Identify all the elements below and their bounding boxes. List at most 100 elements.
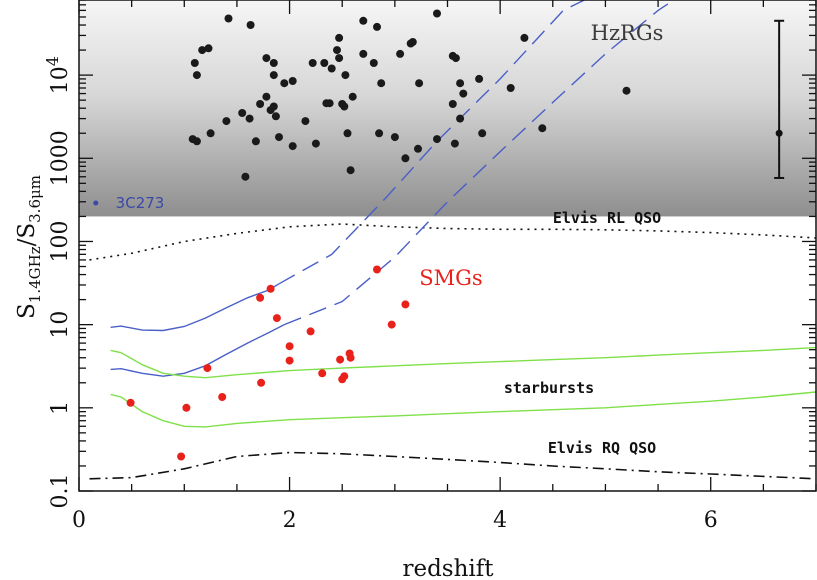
hzrg-point-0 xyxy=(224,14,233,23)
hzrg-point-31 xyxy=(459,89,468,98)
hzrg-point-37 xyxy=(245,114,254,123)
x-tick-label-0: 0 xyxy=(72,508,86,533)
hzrg-point-10 xyxy=(269,71,278,80)
smgs-label: SMGs xyxy=(419,266,482,290)
y-tick-label-1: 1 xyxy=(48,401,73,415)
smg-point-7 xyxy=(272,314,281,323)
hzrg-point-35 xyxy=(622,86,631,95)
hzrg-point-64 xyxy=(433,135,441,144)
y-tick-label-base: 1 xyxy=(48,401,73,415)
hzrg-point-45 xyxy=(325,99,334,108)
hzrg-point-18 xyxy=(335,54,344,63)
series-line-9 xyxy=(284,0,675,326)
smg-point-2 xyxy=(182,403,191,412)
hzrg-point-59 xyxy=(343,129,352,138)
hzrg-point-17 xyxy=(335,33,344,42)
hzrg-point-30 xyxy=(456,79,465,88)
hzrg-point-56 xyxy=(275,133,283,142)
y-title-sep: /S xyxy=(14,223,40,247)
hzrg-point-47 xyxy=(340,102,349,111)
y-tick-label-100: 100 xyxy=(48,220,73,262)
starbursts-label: starbursts xyxy=(504,379,594,397)
smg-point-15 xyxy=(340,372,349,381)
smg-point-6 xyxy=(266,284,275,293)
model-lines xyxy=(89,0,816,480)
hzrg-point-6 xyxy=(190,59,199,67)
hzrg-point-33 xyxy=(520,33,529,42)
smg-point-3 xyxy=(203,364,212,373)
series-line-11 xyxy=(110,391,816,428)
hzrg-point-66 xyxy=(478,129,487,138)
hzrg-point-65 xyxy=(450,139,459,148)
smg-point-0 xyxy=(126,398,135,407)
smg-point-4 xyxy=(218,393,227,401)
hzrg-point-3 xyxy=(433,9,441,18)
hzrg-point-42 xyxy=(271,112,280,121)
hzrg-point-1 xyxy=(246,21,255,29)
series-line-10 xyxy=(110,346,816,379)
hzrg-label: HzRGs xyxy=(591,21,664,45)
hzrg-point-58 xyxy=(311,139,320,148)
series-line-6 xyxy=(110,283,280,332)
hzrg-point-22 xyxy=(373,22,381,31)
hzrg-point-63 xyxy=(414,144,422,153)
series-line-8 xyxy=(110,323,285,377)
hzrg-point-54 xyxy=(222,117,231,126)
error-bar-point xyxy=(775,129,783,137)
hzrg-point-53 xyxy=(206,129,215,138)
hzrg-point-27 xyxy=(415,79,424,88)
smg-point-20 xyxy=(401,300,410,309)
x-axis-title: redshift xyxy=(402,556,494,580)
hzrg-point-41 xyxy=(269,102,278,111)
hzrg-point-69 xyxy=(346,166,355,175)
elvis-rl-label: Elvis RL QSO xyxy=(553,209,661,227)
y-tick-label-10: 10 xyxy=(48,311,73,339)
x-tick-label-6: 6 xyxy=(704,508,718,533)
smg-point-12 xyxy=(318,369,327,378)
smg-point-5 xyxy=(256,293,265,302)
y-title-sub1: 1.4GHz xyxy=(26,246,44,303)
hzrg-point-7 xyxy=(192,71,201,80)
hzrg-point-38 xyxy=(256,100,265,108)
smg-point-17 xyxy=(346,353,355,362)
hzrg-point-68 xyxy=(241,172,250,181)
hzrg-point-8 xyxy=(262,54,271,63)
x-tick-label-4: 4 xyxy=(493,508,507,533)
smg-point-18 xyxy=(373,265,381,274)
smg-point-11 xyxy=(306,327,315,336)
hzrg-point-57 xyxy=(288,142,297,151)
hzrg-point-24 xyxy=(396,49,405,58)
hzrg-point-19 xyxy=(341,71,350,80)
y-tick-label-10000: 104 xyxy=(43,56,73,94)
hzrg-point-39 xyxy=(262,92,271,101)
source-3c273-label: 3C273 xyxy=(116,194,165,212)
hzrg-point-26 xyxy=(408,38,417,46)
hzrg-point-15 xyxy=(327,64,336,73)
hzrg-point-12 xyxy=(288,77,297,85)
hzrg-point-52 xyxy=(192,137,201,146)
series-line-5 xyxy=(89,451,816,480)
smg-point-19 xyxy=(387,320,396,329)
hzrg-point-32 xyxy=(475,74,484,83)
hzrg-point-36 xyxy=(238,109,247,117)
series-line-7 xyxy=(278,0,585,285)
hzrg-point-43 xyxy=(301,117,310,126)
y-tick-label-0.1: 0.1 xyxy=(48,474,73,509)
hzrg-point-14 xyxy=(320,59,329,67)
hzrg-point-11 xyxy=(280,79,289,88)
y-title-sub2: 3.6μm xyxy=(26,175,44,223)
y-title-main: S xyxy=(14,303,40,319)
hzrg-point-61 xyxy=(390,133,399,142)
y-tick-label-base: 1000 xyxy=(48,130,73,186)
smg-point-9 xyxy=(285,342,294,351)
series-line-4 xyxy=(89,223,816,261)
hzrg-point-62 xyxy=(401,154,410,163)
hzrg-point-4 xyxy=(198,46,207,55)
smg-point-1 xyxy=(177,452,186,461)
hzrg-point-55 xyxy=(251,137,260,146)
hzrg-point-60 xyxy=(375,129,384,138)
data-points xyxy=(93,9,785,461)
y-axis-title: S1.4GHz/S3.6μm xyxy=(14,175,44,319)
